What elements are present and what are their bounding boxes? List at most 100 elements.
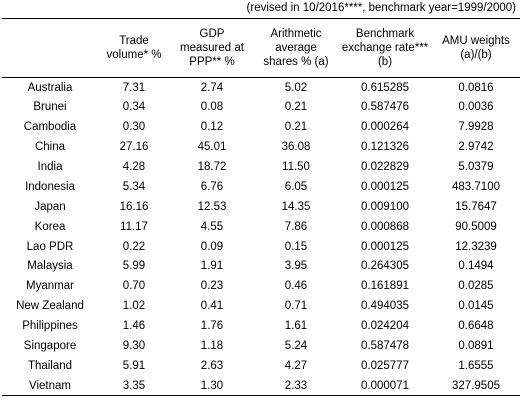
value-cell: 0.000264 (361, 121, 409, 134)
column-header-line: Arithmetic (270, 28, 322, 40)
value-cell: 6.05 (284, 180, 308, 193)
value-cell: 4.27 (284, 359, 308, 372)
value-cell: 0.6648 (458, 320, 494, 333)
value-cell: 1.61 (284, 320, 308, 333)
value-cell: 0.22 (122, 240, 146, 253)
value-cell: 0.30 (122, 121, 146, 134)
value-cell: 5.24 (284, 340, 308, 353)
value-cell: 5.02 (284, 81, 308, 94)
value-cell: 0.0285 (458, 280, 494, 293)
value-cell: 0.009100 (361, 200, 409, 213)
country-cell: Brunei (33, 101, 67, 114)
table-row: India 4.28 18.72 11.50 0.022829 5.0379 (2, 157, 520, 177)
value-cell: 0.23 (200, 280, 224, 293)
value-cell: 9.30 (122, 340, 146, 353)
table-row: Japan 16.16 12.53 14.35 0.009100 15.7647 (2, 197, 520, 217)
value-cell: 27.16 (119, 141, 149, 154)
value-cell: 0.0816 (458, 81, 494, 94)
value-cell: 14.35 (281, 200, 311, 213)
value-cell: 0.121326 (361, 141, 409, 154)
value-cell: 0.587478 (361, 340, 409, 353)
country-cell: China (34, 141, 66, 154)
value-cell: 15.7647 (455, 200, 497, 213)
value-cell: 36.08 (281, 141, 311, 154)
value-cell: 0.161891 (361, 280, 409, 293)
column-header: Benchmark exchange rate*** (b) (338, 19, 432, 78)
value-cell: 18.72 (197, 161, 227, 173)
country-cell: Thailand (27, 359, 73, 372)
country-cell: Australia (27, 81, 73, 94)
value-cell: 3.35 (122, 379, 146, 392)
value-cell: 0.000125 (361, 180, 409, 193)
column-header-line: measured at (180, 42, 244, 54)
value-cell: 2.74 (200, 81, 224, 94)
value-cell: 2.9742 (458, 141, 494, 154)
value-cell: 483.7100 (452, 180, 500, 193)
value-cell: 0.41 (200, 300, 224, 313)
table-row: Brunei 0.34 0.08 0.21 0.587476 0.0036 (2, 97, 520, 117)
value-cell: 0.000071 (361, 379, 409, 392)
value-cell: 0.71 (284, 300, 308, 313)
table-row: China 27.16 45.01 36.08 0.121326 2.9742 (2, 137, 520, 157)
value-cell: 5.34 (122, 180, 146, 193)
table-row: Australia 7.31 2.74 5.02 0.615285 0.0816 (2, 78, 520, 98)
column-header: Arithmetic average shares % (a) (254, 19, 338, 78)
table-row: Philippines 1.46 1.76 1.61 0.024204 0.6648 (2, 316, 520, 336)
value-cell: 1.30 (200, 379, 224, 392)
header-row: Trade volume* % GDP measured at PPP** % Arith… (2, 18, 520, 78)
column-header-line: GDP (199, 28, 225, 40)
value-cell: 5.0379 (458, 161, 494, 173)
column-header-line: Trade (119, 35, 149, 47)
value-cell: 0.494035 (361, 300, 409, 313)
value-cell: 0.022829 (361, 161, 409, 173)
value-cell: 0.025777 (361, 359, 409, 372)
column-header: Trade volume* % (98, 19, 170, 78)
country-cell: Vietnam (29, 379, 71, 392)
value-cell: 0.70 (122, 280, 146, 293)
value-cell: 7.9928 (458, 121, 494, 134)
column-header-line: (b) (377, 56, 393, 68)
value-cell: 2.63 (200, 359, 224, 372)
value-cell: 0.09 (200, 240, 224, 253)
table-row: Lao PDR 0.22 0.09 0.15 0.000125 12.3239 (2, 237, 520, 257)
country-cell: Malaysia (27, 260, 73, 273)
country-cell: Japan (34, 200, 66, 213)
value-cell: 1.76 (200, 320, 224, 333)
country-cell: Lao PDR (26, 240, 74, 253)
value-cell: 0.0036 (458, 101, 494, 114)
column-header-line: PPP** % (189, 56, 235, 68)
value-cell: 0.34 (122, 101, 146, 114)
value-cell: 0.46 (284, 280, 308, 293)
value-cell: 0.000868 (361, 220, 409, 233)
table-body: Australia 7.31 2.74 5.02 0.615285 0.0816 Brune… (2, 78, 520, 396)
value-cell: 2.33 (284, 379, 308, 392)
column-header (2, 19, 98, 78)
value-cell: 0.1494 (458, 260, 494, 273)
country-cell: India (37, 161, 63, 173)
value-cell: 11.50 (282, 161, 310, 173)
value-cell: 0.264305 (361, 260, 409, 273)
table-row: Thailand 5.91 2.63 4.27 0.025777 1.6555 (2, 356, 520, 376)
column-header-line: exchange rate*** (341, 42, 429, 54)
country-cell: Philippines (22, 320, 78, 333)
country-cell: New Zealand (16, 300, 84, 313)
country-cell: Indonesia (25, 180, 75, 193)
value-cell: 45.01 (197, 141, 227, 154)
amu-weights-table: Trade volume* % GDP measured at PPP** % Arith… (2, 18, 520, 396)
column-header: GDP measured at PPP** % (170, 19, 254, 78)
value-cell: 1.91 (200, 260, 224, 273)
country-cell: Korea (34, 220, 66, 233)
value-cell: 7.86 (284, 220, 308, 233)
column-header-line: volume* % (106, 49, 162, 61)
column-header-line: shares % (a) (263, 56, 329, 68)
value-cell: 5.91 (122, 359, 146, 372)
value-cell: 4.55 (200, 220, 224, 233)
table-row: Korea 11.17 4.55 7.86 0.000868 90.5009 (2, 217, 520, 237)
table-row: Cambodia 0.30 0.12 0.21 0.000264 7.9928 (2, 117, 520, 137)
column-header-line: AMU weights (442, 35, 510, 47)
value-cell: 0.21 (284, 101, 308, 114)
value-cell: 7.31 (122, 81, 146, 94)
country-cell: Cambodia (23, 121, 77, 134)
column-header-line: Benchmark (355, 28, 415, 40)
table-row: Myanmar 0.70 0.23 0.46 0.161891 0.0285 (2, 276, 520, 296)
